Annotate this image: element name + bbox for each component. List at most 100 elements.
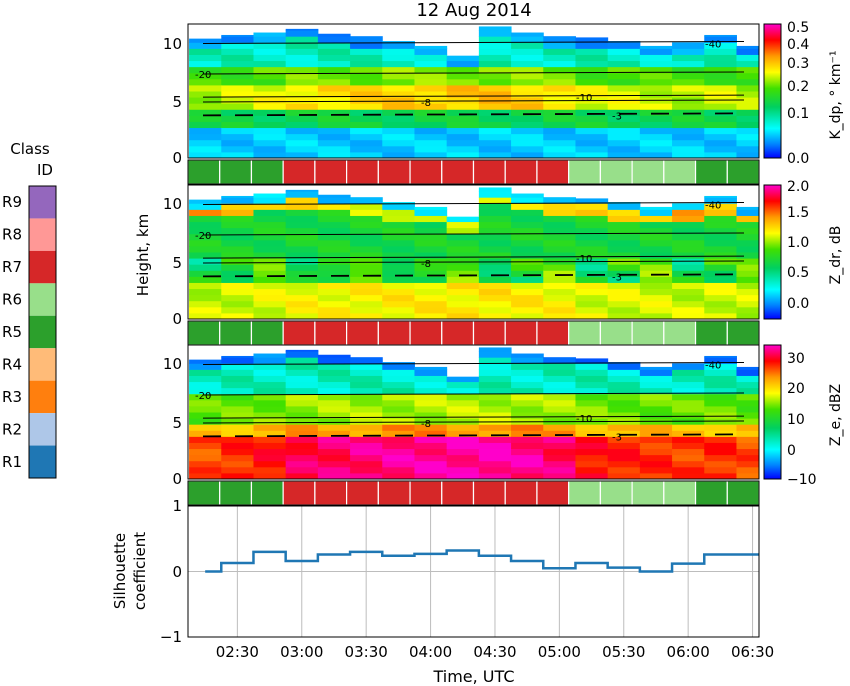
heatmap-cell [317,103,351,110]
heatmap-cell [543,312,576,319]
heatmap-cell [446,258,480,265]
heatmap-cell [414,115,448,122]
heatmap-cell [350,42,383,49]
heatmap-cell [350,127,383,135]
class-strip-cell [694,320,728,346]
heatmap-cell [478,363,512,370]
heatmap-cell [350,412,383,419]
heatmap-cell [736,460,759,468]
heatmap-cell [317,393,351,401]
heatmap-cell [414,270,448,277]
heatmap-cell [317,466,351,474]
silhouette-y-tick-label: 1 [172,497,182,515]
heatmap-cell [639,442,673,450]
heatmap-cell [221,227,254,235]
heatmap-cell [736,221,759,229]
heatmap-cell [639,448,673,456]
heatmap-cell [543,460,576,468]
heatmap-cell [382,270,415,277]
class-strip-cell [599,480,633,506]
heatmap-cell [414,381,448,389]
heatmap-cell [543,48,576,55]
heatmap-cell [511,264,544,271]
heatmap-cell [575,48,609,55]
heatmap-cell [672,252,705,259]
heatmap-cell [478,239,512,247]
heatmap-cell [350,393,383,401]
heatmap-cell [253,294,287,302]
heatmap-cell [575,37,609,43]
heatmap-cell [414,300,448,308]
heatmap-cell [672,442,705,450]
heatmap-cell [189,252,222,259]
heatmap-cell [189,264,222,271]
heatmap-cell [317,48,351,55]
heatmap-cell [414,472,448,479]
heatmap-cell [189,239,222,247]
ze-heatmap-panel: -40 -20 -10 -8 -3 0 5 10 −10 0 10 20 30 Z_e,… [163,344,844,506]
heatmap-cell [350,97,383,104]
heatmap-cell [478,405,512,413]
heatmap-cell [607,215,641,223]
heatmap-cell [704,369,737,376]
heatmap-cell [382,264,415,271]
heatmap-cell [575,198,609,204]
heatmap-cell [221,54,254,62]
heatmap-cell [221,42,254,49]
class-strip-cell [663,480,697,506]
heatmap-cell [189,466,222,474]
kdp-class-strip [187,159,760,185]
heatmap-cell [478,466,512,474]
heatmap-cell [285,369,319,376]
heatmap-cell [543,54,576,62]
heatmap-cell [285,282,319,290]
heatmap-cell [607,109,641,116]
heatmap-cell [672,393,705,401]
heatmap-cell [607,448,641,456]
class-strip-cell [282,159,316,185]
heatmap-cell [350,66,383,74]
heatmap-cell [478,282,512,290]
heatmap-cell [253,209,287,216]
heatmap-cell [736,60,759,68]
class-strip-cell [599,320,633,346]
heatmap-cell [672,448,705,456]
heatmap-cell [543,151,576,158]
heatmap-cell [221,258,254,265]
heatmap-cell [736,424,759,431]
class-strip-cell [219,320,253,346]
heatmap-cell [575,264,609,271]
heatmap-cell [607,363,641,370]
class-legend-frame [28,185,57,479]
heatmap-cell [704,103,737,110]
heatmap-cell [189,42,222,49]
heatmap-cell [511,430,544,437]
heatmap-cell [414,245,448,253]
heatmap-cell [639,133,673,141]
heatmap-cell [317,300,351,308]
isotherm-line [202,71,745,75]
heatmap-cell [382,466,415,474]
heatmap-cell [382,151,415,158]
isotherm-label: -40 [705,360,721,371]
heatmap-cell [350,430,383,437]
heatmap-cell [672,203,705,210]
heatmap-cell [736,466,759,474]
heatmap-cell [575,109,609,116]
heatmap-cell [543,115,576,122]
heatmap-cell [478,42,512,49]
heatmap-cell [736,282,759,290]
heatmap-cell [221,84,254,92]
isotherm-label: -40 [705,200,721,211]
heatmap-cell [478,472,512,479]
heatmap-cell [414,103,448,110]
heatmap-cell [704,405,737,413]
heatmap-cell [575,387,609,395]
heatmap-cell [736,115,759,122]
class-strip-cell [568,159,601,185]
heatmap-cell [543,197,576,204]
heatmap-cell [704,387,737,395]
heatmap-cell [704,381,737,389]
heatmap-cell [414,133,448,141]
x-tick-label: 05:00 [538,643,581,661]
